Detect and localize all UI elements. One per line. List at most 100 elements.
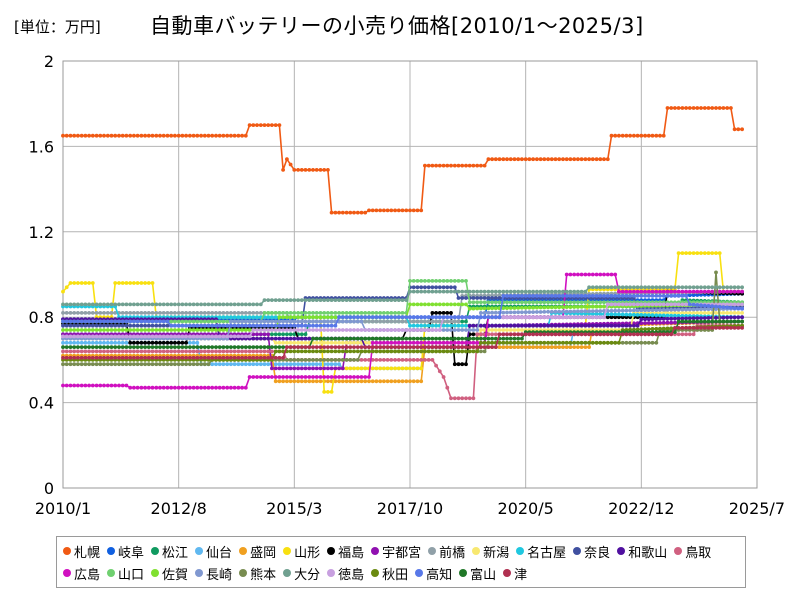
data-point xyxy=(326,336,330,341)
data-point xyxy=(243,362,248,367)
data-point xyxy=(318,375,323,379)
data-point xyxy=(132,302,136,307)
data-point xyxy=(72,319,77,324)
data-point xyxy=(680,285,685,290)
legend-item: 仙台 xyxy=(195,540,232,562)
data-point xyxy=(658,326,662,331)
data-point xyxy=(546,340,550,345)
data-point xyxy=(76,302,80,307)
data-point xyxy=(285,311,289,315)
data-point xyxy=(643,289,647,294)
data-point xyxy=(378,319,383,324)
data-point xyxy=(415,285,420,290)
data-point xyxy=(706,304,711,308)
data-point xyxy=(165,385,170,390)
data-point xyxy=(415,379,420,384)
data-point xyxy=(665,302,670,307)
data-point xyxy=(434,319,438,324)
data-point xyxy=(650,302,655,307)
data-point xyxy=(471,296,476,300)
data-point xyxy=(281,366,285,371)
data-point xyxy=(273,298,278,302)
data-point xyxy=(329,366,334,371)
data-point xyxy=(273,375,278,379)
data-point xyxy=(587,323,591,328)
data-point xyxy=(299,345,304,349)
data-point xyxy=(665,332,670,337)
data-point xyxy=(173,340,177,345)
data-point xyxy=(348,349,353,354)
data-point xyxy=(68,328,73,332)
data-point xyxy=(613,272,618,277)
data-point xyxy=(214,349,218,354)
data-point xyxy=(385,208,390,213)
data-point xyxy=(654,326,659,331)
data-point xyxy=(687,289,692,294)
data-point xyxy=(393,315,397,320)
data-point xyxy=(632,340,636,345)
data-point xyxy=(117,334,121,339)
data-point xyxy=(546,309,550,314)
data-point xyxy=(146,281,151,285)
data-point xyxy=(296,358,300,362)
data-point xyxy=(281,168,285,172)
data-point xyxy=(352,328,356,332)
data-point xyxy=(229,362,233,367)
data-point xyxy=(434,340,438,345)
data-point xyxy=(61,355,65,360)
data-point xyxy=(646,133,651,138)
data-point xyxy=(382,358,386,362)
data-point xyxy=(191,345,196,349)
data-point xyxy=(165,319,170,324)
data-point xyxy=(299,315,304,320)
data-point xyxy=(326,315,330,320)
data-point xyxy=(684,319,688,324)
data-point xyxy=(251,336,256,341)
data-point xyxy=(400,328,405,332)
data-point xyxy=(98,323,103,328)
data-point xyxy=(322,349,327,354)
data-point xyxy=(128,349,133,354)
data-point xyxy=(579,272,584,277)
data-point xyxy=(199,385,204,390)
data-point xyxy=(363,328,368,332)
data-point xyxy=(262,328,267,332)
data-point xyxy=(691,285,696,290)
data-point xyxy=(590,323,595,328)
data-point xyxy=(576,323,580,328)
data-point xyxy=(255,319,259,324)
data-point xyxy=(423,289,427,294)
data-point xyxy=(699,316,703,320)
data-point xyxy=(594,309,599,313)
data-point xyxy=(311,323,315,328)
data-point xyxy=(602,323,606,328)
data-point xyxy=(87,349,91,354)
data-point xyxy=(490,157,494,162)
data-point xyxy=(232,345,237,349)
data-point xyxy=(191,323,196,328)
data-point xyxy=(363,345,368,349)
data-point xyxy=(329,315,334,320)
data-point xyxy=(643,308,647,313)
data-point xyxy=(333,210,338,215)
data-point xyxy=(661,302,666,307)
legend-swatch xyxy=(283,569,292,577)
data-point xyxy=(188,355,192,360)
data-point xyxy=(229,345,233,349)
data-point xyxy=(717,289,722,294)
legend-item: 福島 xyxy=(327,540,364,562)
data-point xyxy=(725,289,730,294)
data-point xyxy=(579,309,584,314)
data-point xyxy=(285,298,289,302)
data-point xyxy=(639,327,644,332)
data-point xyxy=(124,362,129,367)
data-point xyxy=(620,308,625,313)
data-point xyxy=(83,281,88,285)
data-point xyxy=(617,294,621,298)
data-point xyxy=(161,133,166,138)
data-point xyxy=(493,345,498,349)
data-point xyxy=(326,390,330,394)
data-point xyxy=(102,349,106,354)
data-point xyxy=(643,313,647,317)
data-point xyxy=(643,317,647,322)
